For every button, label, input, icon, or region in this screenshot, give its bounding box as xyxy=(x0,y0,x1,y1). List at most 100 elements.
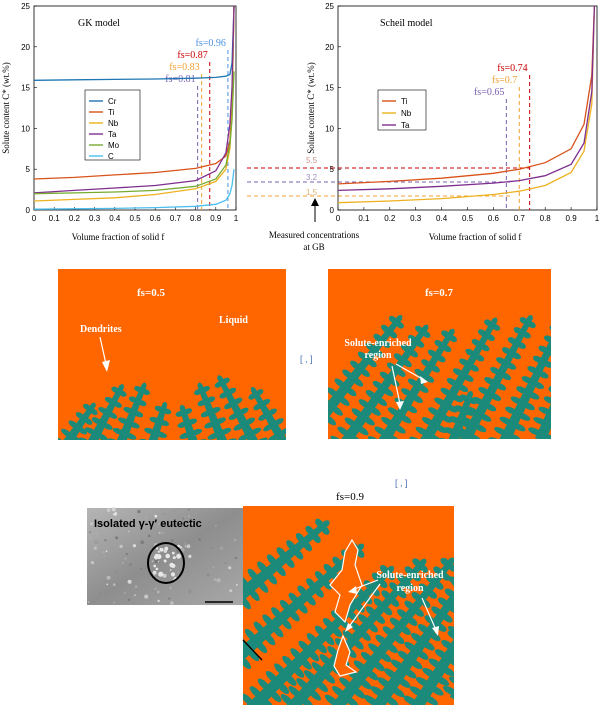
dendrite-arm xyxy=(83,403,91,411)
dendrite-arm xyxy=(472,636,488,649)
dendrite-arm xyxy=(482,543,497,555)
dendrite-arm xyxy=(324,634,335,646)
dendrite-arm xyxy=(434,424,448,434)
micrograph-speck xyxy=(125,552,129,556)
dendrite-arm xyxy=(390,686,405,698)
dendrite-arm xyxy=(303,541,313,552)
dendrite-arm xyxy=(502,589,516,601)
eutectic-particle xyxy=(155,547,159,550)
dendrite-arm xyxy=(149,416,160,423)
dendrite-arm xyxy=(555,400,570,411)
dendrite-arm xyxy=(447,626,454,636)
dendrite-arm xyxy=(328,396,332,407)
scheil-series xyxy=(338,6,596,204)
dendrite-arm xyxy=(452,368,464,377)
dendrite-arm xyxy=(416,677,431,688)
micrograph-speck xyxy=(93,540,98,545)
micrograph-speck xyxy=(108,529,110,531)
dendrite-arm xyxy=(461,582,479,596)
micrograph-speck xyxy=(93,546,97,550)
dendrite-arm xyxy=(284,557,295,568)
dendrite-arm xyxy=(437,597,449,607)
dendrite-arm xyxy=(490,367,501,375)
dendrite-arm xyxy=(409,659,423,670)
dendrite-arm xyxy=(279,600,291,612)
x-tick-label: 0.7 xyxy=(170,214,182,223)
dendrite-arm xyxy=(243,636,249,650)
dendrite-arm xyxy=(243,655,251,670)
dendrite-arm xyxy=(359,368,370,377)
dendrite-arm xyxy=(397,609,408,619)
dendrite-arm xyxy=(379,442,395,455)
dendrite-arm xyxy=(457,569,470,581)
dendrite-arm xyxy=(375,634,387,645)
dendrite-arm xyxy=(297,585,308,597)
gk-y-axis-label: Solute content C* (wt.%) xyxy=(1,62,11,154)
dendrite-arm xyxy=(306,633,318,644)
dendrite-arm xyxy=(471,584,487,597)
dendrite-arm xyxy=(389,617,401,628)
dendrite-arm xyxy=(111,386,120,393)
dendrite-arm xyxy=(248,588,260,602)
dendrite-arm xyxy=(496,598,510,610)
dendrite-arm xyxy=(353,660,367,672)
dendrite-arm xyxy=(373,598,384,608)
dendrite-arm xyxy=(400,344,410,352)
dendrite-arm xyxy=(542,360,551,368)
gb-value-ta: 3.2 xyxy=(306,173,318,182)
dendrite-arm xyxy=(358,399,371,409)
dendrite-arm xyxy=(267,408,277,416)
y-tick-label: 10 xyxy=(21,124,30,133)
x-tick-label: 0.5 xyxy=(129,214,141,223)
dendrite-arm xyxy=(181,442,195,451)
eutectic-particle xyxy=(170,565,173,568)
micrograph-speck xyxy=(213,578,217,581)
dendrite-arm xyxy=(563,353,576,363)
micrograph-speck xyxy=(178,521,182,525)
dendrite-arm xyxy=(583,337,595,347)
dendrite-arm xyxy=(429,685,444,696)
dendrite-arm xyxy=(470,537,485,549)
micrograph-speck xyxy=(188,522,191,525)
dendrite-arm xyxy=(428,658,442,669)
micrograph-speck xyxy=(181,544,183,547)
dendrite-arm xyxy=(411,394,423,404)
dendrite-arm xyxy=(478,601,494,614)
dendrite-arm xyxy=(456,431,469,439)
y-tick-label: 15 xyxy=(325,84,334,93)
series-line-ta xyxy=(338,6,596,192)
dendrite-arm xyxy=(238,433,250,440)
dendrite-arm xyxy=(252,704,269,721)
dendrite-arm xyxy=(431,606,443,616)
dendrite-arm xyxy=(255,640,268,654)
dendrite-arm xyxy=(297,602,308,614)
dendrite-arm xyxy=(387,434,401,439)
panel1-liquid-background xyxy=(58,269,286,440)
dendrite-arm xyxy=(478,583,491,595)
dendrite-arm xyxy=(507,433,522,439)
dendrite-arm xyxy=(107,411,118,419)
x-tick-label: 0.1 xyxy=(358,214,370,223)
micrograph-speck xyxy=(223,571,227,575)
dendrite-arm xyxy=(507,524,519,535)
dendrite-arm xyxy=(464,627,479,640)
dendrite-arm xyxy=(280,617,292,630)
dendrite-arm xyxy=(369,406,381,416)
dendrite-arm xyxy=(471,563,487,576)
panel2-region-label-line2: region xyxy=(364,350,391,361)
legend-label: Mo xyxy=(108,141,120,150)
dendrite-arm xyxy=(458,604,475,617)
micrograph-speck xyxy=(145,516,148,519)
micrograph-speck xyxy=(140,540,145,545)
micrograph-speck xyxy=(188,515,191,518)
dendrite-arm xyxy=(444,588,454,598)
micrograph-speck xyxy=(119,544,123,549)
dendrite-arm xyxy=(382,387,394,397)
dendrite-arm xyxy=(447,604,454,614)
dendrite-arm xyxy=(269,689,282,703)
dendrite-arm xyxy=(521,376,534,384)
dendrite-arm xyxy=(411,592,422,601)
dendrite-arm xyxy=(395,368,406,377)
panel2-dendrites xyxy=(328,314,595,455)
dendrite-arm xyxy=(532,355,544,364)
